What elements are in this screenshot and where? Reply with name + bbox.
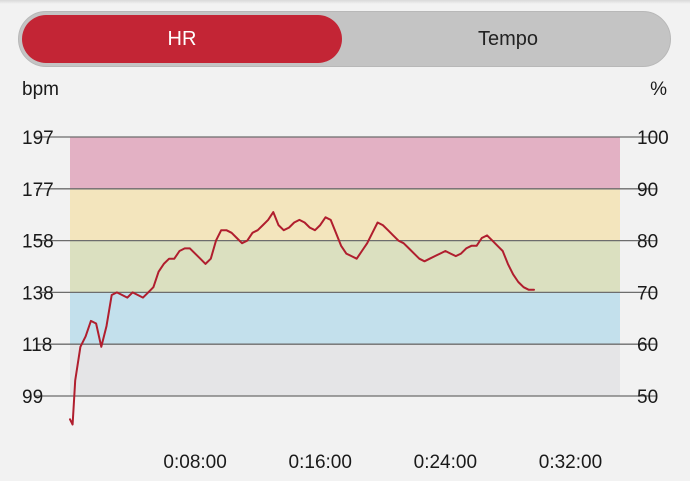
- left-tick-label: 99: [22, 387, 43, 408]
- x-axis: 0:08:00 0:16:00 0:24:00 0:32:00: [163, 452, 602, 473]
- hr-zone-4: [70, 188, 620, 241]
- right-tick-label: 90: [637, 180, 658, 201]
- right-tick-label: 50: [637, 387, 658, 408]
- left-tick-label: 118: [22, 335, 52, 356]
- right-tick-label: 80: [637, 232, 658, 253]
- hr-zone-5: [70, 137, 620, 189]
- left-tick-label: 197: [22, 128, 54, 149]
- hr-zone-2: [70, 292, 620, 345]
- left-axis: 197 177 158 138 118 99: [22, 128, 54, 408]
- hr-zone-3: [70, 240, 620, 293]
- left-tick-label: 138: [22, 283, 54, 304]
- left-tick-label: 158: [22, 232, 54, 253]
- status-bar-shadow: [0, 0, 690, 4]
- right-tick-label: 70: [637, 283, 658, 304]
- hr-line: [69, 211, 535, 426]
- right-tick-label: 100: [637, 128, 669, 149]
- hr-zones: [70, 137, 620, 396]
- x-tick-label: 0:24:00: [414, 452, 477, 473]
- left-axis-label: bpm: [22, 79, 59, 100]
- tab-hr[interactable]: HR: [22, 15, 342, 63]
- right-tick-label: 60: [637, 335, 658, 356]
- metric-toggle: HR Tempo: [18, 11, 671, 67]
- tab-tempo[interactable]: Tempo: [477, 27, 539, 50]
- gridlines: [36, 136, 656, 397]
- right-axis: 100 90 80 70 60 50: [637, 128, 669, 408]
- x-tick-label: 0:32:00: [539, 452, 602, 473]
- x-tick-label: 0:16:00: [289, 452, 352, 473]
- x-tick-label: 0:08:00: [163, 452, 226, 473]
- hr-zone-1: [70, 344, 620, 396]
- hr-line-layer: [69, 211, 535, 426]
- right-axis-label: %: [650, 79, 667, 100]
- left-tick-label: 177: [22, 180, 54, 201]
